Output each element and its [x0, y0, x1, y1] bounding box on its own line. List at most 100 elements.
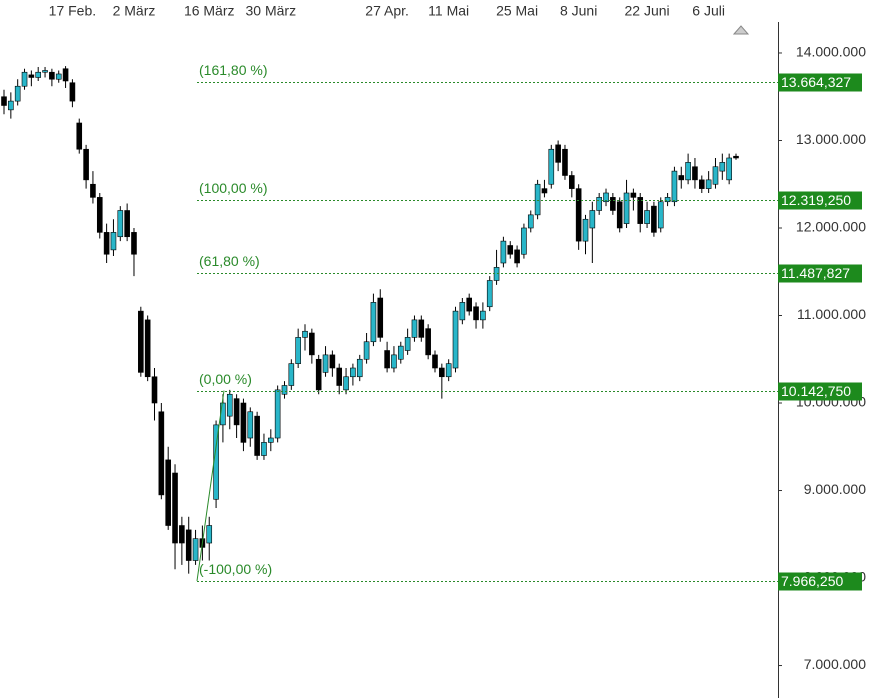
candle-body	[555, 144, 561, 163]
fib-value-box	[778, 572, 862, 591]
candle-body	[356, 358, 363, 378]
candle-body	[329, 354, 336, 369]
candle-body	[671, 170, 678, 203]
candle-body	[158, 411, 165, 496]
candle-body	[1, 96, 7, 106]
candle-body	[500, 240, 507, 264]
candle-body	[651, 205, 657, 233]
fib-value-box	[778, 382, 862, 401]
candle-body	[124, 210, 130, 238]
fib-value-label: 7.966,250	[781, 573, 843, 589]
candle-body	[623, 192, 630, 224]
candle-body	[692, 166, 698, 181]
candle-body	[719, 162, 726, 172]
candle-body	[548, 148, 555, 185]
candle-body	[541, 188, 548, 194]
candle-body	[247, 411, 254, 439]
candle-body	[603, 192, 609, 203]
candle-body	[589, 210, 596, 229]
candle-body	[69, 82, 76, 102]
candle-body	[350, 367, 356, 378]
candle-body	[610, 197, 616, 211]
candle-body	[35, 71, 42, 78]
fib-level-name: (161,80 %)	[199, 62, 267, 78]
fib-value-label: 12.319,250	[781, 192, 851, 208]
candle-body	[28, 74, 35, 78]
candle-body	[14, 85, 21, 102]
candle-body	[90, 183, 96, 198]
fib-level-name: (0,00 %)	[199, 371, 252, 387]
candle-body	[480, 310, 486, 321]
candle-body	[397, 345, 404, 360]
candle-body	[637, 197, 644, 224]
x-tick-label: 22 Juni	[624, 3, 669, 19]
fib-level-name: (100,00 %)	[199, 180, 267, 196]
candle-body	[685, 162, 691, 181]
candle-body	[76, 122, 83, 150]
fib-value-label: 10.142,750	[781, 383, 851, 399]
candle-body	[507, 245, 514, 255]
y-tick-label: 9.000.000	[804, 481, 866, 497]
candle-body	[295, 337, 301, 364]
candle-body	[439, 367, 445, 378]
y-tick-label: 14.000.000	[796, 44, 866, 60]
candle-body	[678, 175, 685, 181]
candle-body	[192, 538, 199, 561]
x-tick-label: 17 Feb.	[49, 3, 96, 19]
candle-body	[322, 354, 329, 373]
fib-value-label: 13.664,327	[781, 74, 851, 90]
y-tick-label: 12.000.000	[796, 219, 866, 235]
candle-body	[83, 148, 89, 181]
scroll-up-icon[interactable]	[732, 25, 750, 35]
candle-body	[445, 363, 452, 378]
candle-body	[49, 71, 55, 80]
candle-body	[391, 354, 397, 369]
candle-body	[664, 197, 671, 203]
candle-body	[384, 350, 390, 369]
x-tick-label: 11 Mai	[428, 3, 469, 19]
candle-body	[288, 363, 295, 386]
candle-body	[315, 358, 322, 391]
candle-body	[705, 179, 712, 189]
candle-body	[117, 210, 124, 238]
candle-body	[404, 337, 411, 351]
candle-body	[42, 70, 48, 73]
candle-body	[452, 310, 459, 369]
candle-body	[206, 525, 213, 544]
candle-body	[521, 227, 527, 255]
candle-body	[165, 459, 171, 526]
x-tick-label: 30 März	[246, 3, 297, 19]
candle-body	[466, 297, 472, 312]
candle-body	[432, 354, 438, 369]
candle-body	[151, 376, 158, 404]
candle-body	[185, 529, 192, 561]
candle-body	[110, 232, 117, 251]
fib-level-name: (61,80 %)	[199, 253, 260, 269]
candle-body	[336, 367, 343, 386]
candle-body	[657, 201, 664, 229]
x-tick-label: 27 Apr.	[365, 3, 409, 19]
y-tick-label: 11.000.000	[797, 306, 866, 322]
fib-value-box	[778, 73, 862, 92]
candle-body	[616, 201, 623, 229]
candle-body	[343, 376, 349, 391]
candle-body	[726, 157, 732, 181]
candle-body	[131, 232, 137, 255]
candle-body	[644, 210, 650, 224]
fib-level-name: (-100,00 %)	[199, 561, 272, 577]
y-tick-label: 13.000.000	[796, 131, 866, 147]
candle-body	[473, 306, 479, 321]
x-tick-label: 6 Juli	[692, 3, 725, 19]
candle-body	[274, 389, 281, 439]
x-tick-label: 8 Juni	[560, 3, 597, 19]
candle-body	[418, 319, 425, 338]
candle-body	[733, 155, 739, 159]
candle-body	[55, 73, 62, 80]
candle-body	[569, 175, 575, 189]
fib-value-box	[778, 191, 862, 210]
candle-body	[240, 402, 247, 443]
candle-body	[562, 148, 568, 176]
candle-body	[582, 218, 589, 242]
candle-body	[698, 179, 705, 189]
